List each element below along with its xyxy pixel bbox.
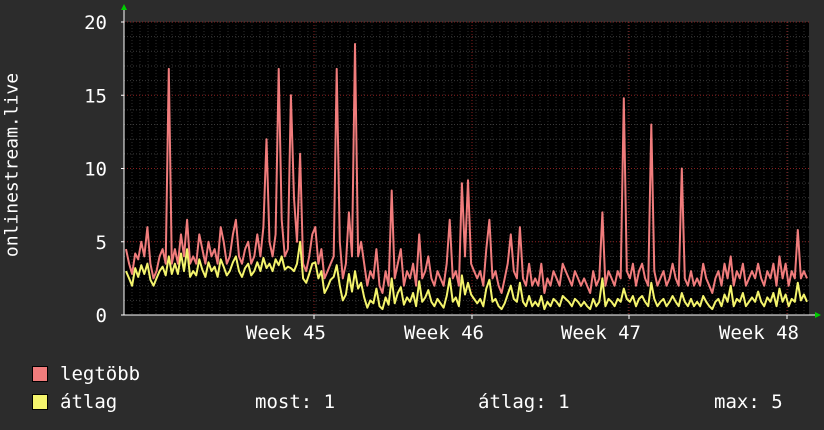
- series-line-atlag: [125, 240, 808, 311]
- y-axis-arrow-icon: [121, 4, 127, 10]
- series-line-legtobb: [125, 43, 808, 294]
- stat-most: most: 1: [255, 391, 336, 413]
- y-axis-label: onlinestream.live: [1, 72, 23, 258]
- x-tick-label: Week 46: [404, 322, 484, 344]
- stat-atlag: átlag: 1: [478, 391, 570, 413]
- legend-label-atlag: átlag: [60, 391, 118, 413]
- y-tick-label: 5: [96, 232, 107, 254]
- x-tick-labels: Week 45 Week 46 Week 47 Week 48: [246, 322, 799, 344]
- legend-label-legtobb: legtöbb: [60, 363, 141, 385]
- legend-swatch-atlag: [32, 394, 48, 410]
- legend-item-atlag: átlag: [32, 391, 117, 413]
- y-tick-label: 10: [84, 159, 107, 181]
- x-axis-arrow-icon: [815, 312, 821, 318]
- series-layer: [125, 43, 808, 311]
- x-tick-label: Week 48: [719, 322, 799, 344]
- y-tick-label: 20: [84, 12, 107, 34]
- y-tick-label: 0: [96, 305, 107, 327]
- legend-item-legtobb: legtöbb: [32, 363, 140, 385]
- y-tick-labels: 0 5 10 15 20: [84, 12, 107, 327]
- stat-max: max: 5: [714, 391, 783, 413]
- y-tick-label: 15: [84, 85, 107, 107]
- x-tick-label: Week 45: [246, 322, 326, 344]
- legend-swatch-legtobb: [32, 366, 48, 382]
- axes: [121, 4, 821, 319]
- x-tick-label: Week 47: [561, 322, 641, 344]
- grid: [124, 21, 809, 315]
